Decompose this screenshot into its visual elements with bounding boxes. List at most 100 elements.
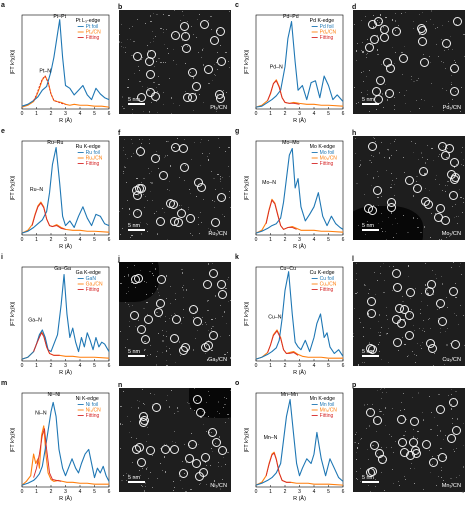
noise-speck — [432, 105, 434, 107]
single-atom-marker — [174, 218, 184, 228]
noise-speck — [196, 18, 198, 20]
noise-speck — [360, 481, 362, 483]
noise-speck — [376, 279, 378, 281]
single-atom-marker — [179, 21, 189, 31]
noise-speck — [416, 437, 418, 440]
noise-speck — [220, 488, 222, 490]
peak-annotation: Ni–Ni — [48, 392, 61, 398]
noise-speck — [164, 62, 166, 64]
noise-speck — [128, 208, 130, 210]
edge-label: Mn K-edge — [310, 396, 335, 402]
noise-speck — [379, 410, 381, 412]
noise-speck — [161, 352, 163, 354]
noise-speck — [426, 43, 428, 45]
noise-speck — [199, 94, 201, 96]
single-atom-marker — [217, 446, 227, 456]
noise-speck — [455, 296, 457, 298]
noise-speck — [178, 177, 180, 179]
single-atom-marker — [137, 324, 147, 334]
noise-speck — [155, 61, 157, 63]
noise-speck — [363, 193, 365, 196]
noise-speck — [184, 91, 186, 93]
noise-speck — [124, 276, 126, 278]
noise-speck — [145, 281, 147, 283]
noise-speck — [194, 142, 196, 144]
noise-speck — [151, 199, 153, 201]
noise-speck — [166, 365, 168, 366]
noise-speck — [220, 178, 222, 180]
peak-annotation: Mo–N — [262, 180, 276, 186]
noise-speck — [125, 46, 127, 49]
noise-speck — [387, 327, 389, 329]
noise-speck — [411, 75, 413, 77]
noise-speck — [215, 110, 217, 112]
noise-speck — [152, 38, 155, 40]
noise-speck — [131, 139, 133, 141]
noise-speck — [195, 196, 197, 198]
single-atom-marker — [418, 166, 428, 176]
noise-speck — [418, 78, 420, 80]
x-tick-label: 1 — [35, 363, 38, 369]
single-atom-marker — [209, 36, 219, 46]
noise-speck — [410, 111, 412, 113]
noise-speck — [169, 189, 171, 191]
noise-speck — [122, 474, 124, 476]
x-tick-label: 4 — [313, 111, 316, 117]
noise-speck — [381, 228, 383, 230]
x-tick-label: 2 — [284, 489, 287, 495]
noise-speck — [219, 44, 221, 46]
single-atom-marker — [194, 178, 204, 188]
noise-speck — [169, 354, 172, 356]
noise-speck — [210, 28, 212, 30]
noise-speck — [462, 201, 464, 203]
x-tick-label: 4 — [79, 111, 82, 117]
noise-speck — [411, 397, 413, 399]
noise-speck — [130, 236, 132, 238]
noise-speck — [139, 70, 141, 72]
x-tick-label: 2 — [284, 111, 287, 117]
noise-speck — [221, 214, 224, 216]
stem-image-f: 5 nm Ru₁/CN — [119, 136, 231, 240]
single-atom-marker — [185, 214, 195, 224]
noise-speck — [151, 486, 153, 488]
noise-speck — [397, 222, 399, 224]
noise-speck — [355, 153, 357, 155]
sample-label: Ga₁/CN — [208, 357, 227, 363]
single-atom-marker — [435, 203, 445, 213]
noise-speck — [393, 266, 395, 268]
noise-speck — [136, 400, 138, 402]
noise-speck — [168, 52, 170, 54]
noise-speck — [420, 232, 422, 234]
noise-speck — [150, 15, 152, 17]
noise-speck — [204, 461, 206, 463]
edge-label: Ni K-edge — [76, 396, 99, 402]
single-atom-marker — [200, 19, 210, 29]
noise-speck — [168, 347, 170, 349]
noise-speck — [159, 294, 161, 296]
x-tick-label: 1 — [35, 237, 38, 243]
legend-label-foil: Cu foil — [320, 276, 334, 282]
noise-speck — [417, 430, 419, 432]
noise-speck — [193, 409, 195, 411]
noise-speck — [440, 469, 443, 471]
noise-speck — [413, 195, 415, 197]
noise-speck — [224, 464, 226, 466]
noise-speck — [130, 55, 133, 57]
noise-speck — [200, 416, 203, 418]
single-atom-marker — [372, 86, 381, 96]
noise-speck — [391, 180, 393, 182]
single-atom-marker — [427, 280, 437, 290]
noise-speck — [213, 63, 215, 66]
noise-speck — [175, 292, 177, 294]
noise-speck — [414, 482, 416, 484]
series-line-fitting — [33, 428, 62, 482]
noise-speck — [152, 30, 154, 32]
noise-speck — [160, 62, 162, 64]
single-atom-marker — [436, 405, 446, 415]
noise-speck — [214, 188, 216, 190]
noise-speck — [215, 317, 217, 319]
noise-speck — [162, 32, 164, 34]
noise-speck — [139, 475, 141, 477]
noise-speck — [148, 172, 151, 175]
noise-speck — [443, 61, 445, 63]
